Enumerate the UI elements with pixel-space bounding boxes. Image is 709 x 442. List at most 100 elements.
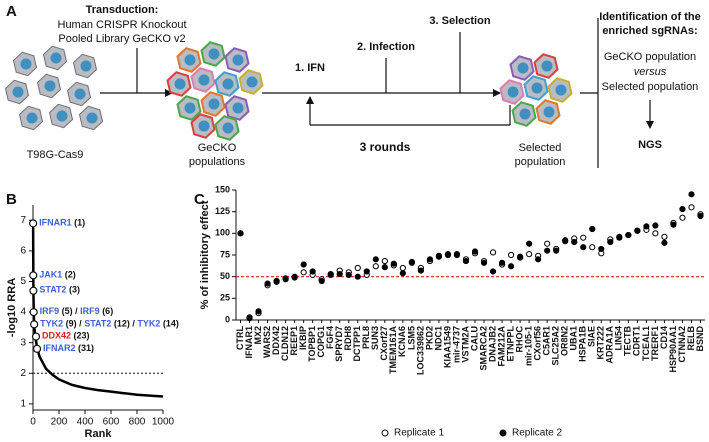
x-tick-label: SLC25A2 [551, 326, 561, 366]
y-tick-label: 2 [20, 368, 26, 379]
comparison-text: GeCKO population [604, 51, 696, 63]
replicate-point [462, 257, 470, 265]
x-tick-label: CXorf27 [379, 326, 389, 361]
replicate-point [417, 267, 424, 274]
hit-point [29, 286, 38, 295]
nucleus [20, 58, 32, 70]
replicate-point [489, 268, 497, 275]
replicate-point [661, 233, 668, 240]
x-tick-label: FAM212A [496, 326, 506, 367]
x-tick-label: ETNPPL [505, 326, 515, 362]
y-tick-label: 4 [20, 307, 26, 318]
hit-label: DDX42 (23) [42, 331, 90, 341]
x-tick-label: DCTPP1 [352, 326, 362, 362]
hit-point [31, 332, 41, 341]
comparison-text: versus [634, 66, 667, 78]
x-tick-label: PRL8 [361, 326, 371, 349]
replicate-point [598, 245, 605, 253]
replicate-point [580, 244, 587, 251]
hit-point [30, 320, 39, 329]
replicate-point [309, 268, 316, 275]
panel-label: A [6, 3, 17, 20]
hit-label-part: JAK1 [39, 270, 62, 280]
replicate-point [300, 269, 307, 276]
hit-point [29, 271, 38, 280]
x-tick-label: REEP1 [289, 326, 299, 356]
replicate-point [526, 240, 533, 247]
x-tick-label: CDRT1 [632, 326, 642, 356]
replicate-point [318, 277, 325, 285]
replicate-point [426, 256, 434, 263]
y-tick-label: 50 [220, 271, 230, 281]
hit-label-part: (1) [72, 218, 86, 228]
hit-label-part: STAT2 [84, 319, 111, 329]
hit-label: JAK1 (2) [39, 270, 76, 280]
replicate-point [471, 248, 479, 255]
x-tick-label: HSPA1B [578, 326, 588, 362]
identification-title: Identification of the [599, 11, 700, 23]
replicate-point [372, 263, 379, 270]
y-axis-label: -log10 RRA [6, 278, 18, 337]
nucleus [26, 112, 38, 124]
cell-clusters [4, 41, 573, 141]
nucleus [208, 98, 220, 110]
replicate-point [652, 222, 659, 229]
legend-label: Replicate 1 [394, 428, 444, 439]
replicate-point [679, 205, 686, 213]
legend-marker [499, 429, 507, 437]
replicate-point [282, 276, 289, 283]
replicate-point [679, 214, 686, 221]
x-tick-label: LIN54 [614, 326, 624, 351]
replicate-point [607, 238, 614, 246]
x-tick-label: 400 [77, 417, 94, 428]
replicate-point [580, 234, 587, 241]
replicate-point [237, 230, 244, 237]
x-tick-label: CALU [469, 326, 479, 351]
replicate-point [507, 263, 515, 270]
replicate-point [643, 223, 650, 230]
y-tick-label: 1 [20, 399, 26, 410]
replicate-point [246, 315, 253, 322]
y-tick-label: 6 [20, 246, 26, 257]
replicate-point [345, 271, 352, 279]
replicate-point [444, 251, 452, 258]
population-label: T98G-Cas9 [27, 149, 84, 161]
replicate-point [300, 261, 307, 268]
replicate-point [688, 204, 695, 211]
replicate-point [273, 277, 280, 285]
replicate-point [354, 273, 361, 280]
hit-label: STAT2 (3) [39, 285, 80, 295]
x-tick-label: 800 [129, 417, 146, 428]
replicate-point [697, 212, 704, 220]
nucleus [507, 86, 519, 98]
nucleus [246, 76, 258, 88]
x-tick-label: CTRL [235, 326, 245, 350]
x-tick-label: SIAE [587, 326, 597, 347]
x-tick-label: CD14 [659, 326, 669, 349]
hit-label-part: (2) [62, 270, 76, 280]
y-tick-label: 75 [220, 249, 230, 259]
hit-label-part: IRF9 [80, 306, 100, 316]
x-tick-label: 200 [51, 417, 68, 428]
y-tick-label: 125 [215, 206, 230, 216]
replicate-point [435, 253, 443, 260]
method-label: NGS [638, 139, 662, 151]
nucleus [184, 102, 196, 114]
identification-title: enriched sgRNAs: [602, 25, 697, 37]
nucleus [74, 88, 86, 100]
hit-label: TYK2 (9) / STAT2 (12) / TYK2 (14) [40, 319, 179, 329]
hit-point [32, 344, 42, 353]
nucleus [184, 54, 196, 66]
x-tick-label: BSND [695, 326, 705, 352]
nucleus [174, 78, 186, 90]
x-tick-label: NDC1 [433, 326, 443, 351]
x-tick-label: TECTB [623, 326, 633, 356]
hit-label-part: (14) [160, 319, 179, 329]
x-tick-label: IKBIP [298, 326, 308, 350]
replicate-point [264, 280, 271, 287]
hit-label-part: (5) / [59, 306, 80, 316]
hit-label-part: TYK2 [40, 319, 63, 329]
nucleus [519, 108, 531, 120]
nucleus [541, 60, 553, 72]
